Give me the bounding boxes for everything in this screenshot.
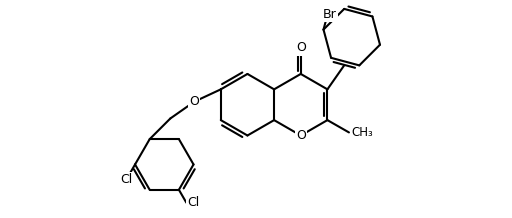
Text: CH₃: CH₃ <box>351 126 373 139</box>
Text: Br: Br <box>323 8 337 20</box>
Text: O: O <box>296 41 306 54</box>
Text: O: O <box>189 95 199 108</box>
Text: Cl: Cl <box>120 173 133 186</box>
Text: Cl: Cl <box>187 196 200 209</box>
Text: O: O <box>296 129 306 142</box>
